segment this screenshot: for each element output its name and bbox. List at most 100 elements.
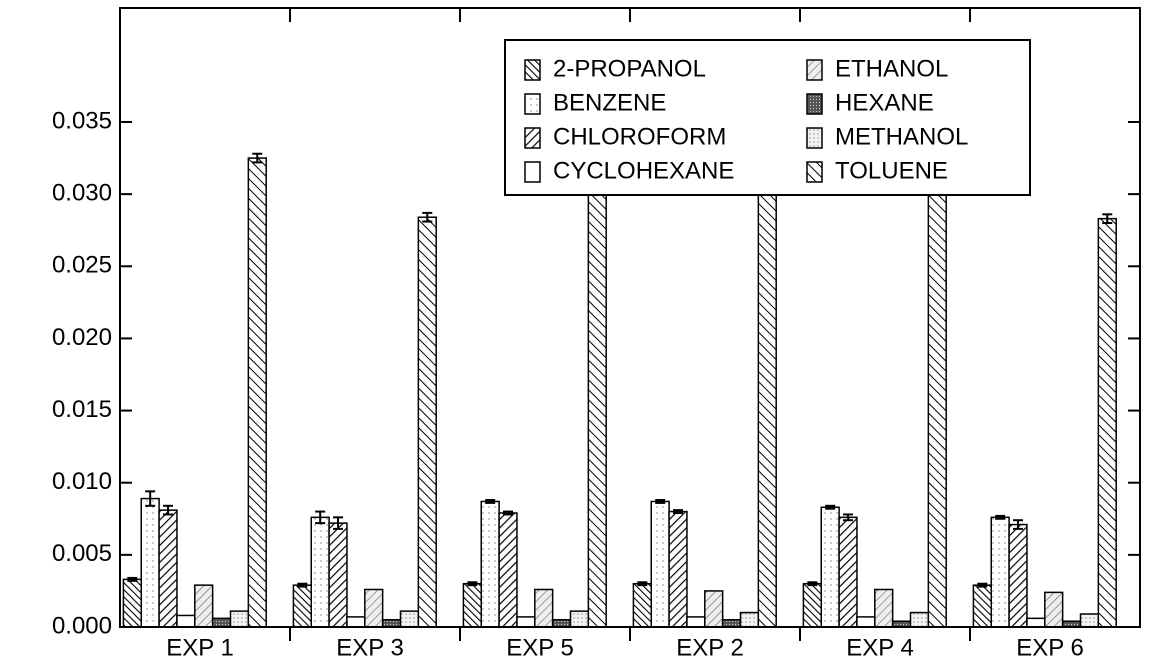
bar xyxy=(346,616,366,628)
error-bar xyxy=(673,509,684,515)
legend-swatch xyxy=(806,93,823,115)
bar xyxy=(122,578,143,628)
x-tick-label: EXP 6 xyxy=(1016,634,1084,661)
error-bar xyxy=(163,504,174,516)
bar xyxy=(632,582,653,628)
legend-label: ETHANOL xyxy=(835,55,948,82)
bar xyxy=(856,616,876,628)
bar xyxy=(686,616,706,628)
bar xyxy=(551,619,572,628)
error-bar xyxy=(127,576,138,582)
bar xyxy=(534,588,554,628)
bar xyxy=(158,509,178,628)
bar xyxy=(1026,617,1046,628)
error-bar xyxy=(995,514,1006,520)
y-tick-label: 0.000 xyxy=(52,612,112,639)
y-tick-label: 0.015 xyxy=(52,396,112,423)
bar xyxy=(328,522,348,628)
bar xyxy=(1079,613,1100,628)
bar xyxy=(292,584,312,628)
legend-swatch xyxy=(524,161,541,183)
bar xyxy=(381,619,402,628)
bar xyxy=(838,516,858,628)
legend-label: CYCLOHEXANE xyxy=(553,157,734,184)
error-bar xyxy=(637,581,648,587)
y-tick-label: 0.030 xyxy=(52,179,112,206)
bar xyxy=(704,590,724,628)
bar xyxy=(498,512,518,628)
error-bar xyxy=(807,581,818,587)
y-tick-label: 0.005 xyxy=(52,540,112,567)
bar xyxy=(194,584,214,628)
error-bar xyxy=(145,490,156,507)
x-tick-label: EXP 5 xyxy=(506,634,574,661)
legend-label: CHLOROFORM xyxy=(553,123,726,150)
bar xyxy=(927,184,947,628)
legend-swatch xyxy=(806,161,823,183)
legend-swatch xyxy=(524,59,541,81)
error-bar xyxy=(1102,213,1113,224)
error-bar xyxy=(1013,519,1024,530)
bar xyxy=(668,510,688,628)
error-bar xyxy=(503,510,514,516)
legend-label: METHANOL xyxy=(835,123,968,150)
bar xyxy=(176,614,196,628)
bar xyxy=(399,610,420,628)
x-tick-label: EXP 4 xyxy=(846,634,914,661)
bar xyxy=(650,500,670,628)
y-tick-label: 0.035 xyxy=(52,107,112,134)
bar xyxy=(739,611,760,628)
legend-swatch xyxy=(806,59,823,81)
bar xyxy=(229,610,250,628)
error-bar xyxy=(333,516,344,530)
legend-swatch xyxy=(524,93,541,115)
bar xyxy=(140,497,160,628)
error-bar xyxy=(825,504,836,510)
bar xyxy=(569,610,590,628)
bar xyxy=(909,611,930,628)
bar xyxy=(1044,591,1064,628)
bar xyxy=(721,619,742,628)
bar xyxy=(310,516,330,628)
error-bar xyxy=(977,582,988,588)
bar xyxy=(802,582,823,628)
bar xyxy=(757,165,777,628)
error-bar xyxy=(467,581,478,587)
bar xyxy=(990,516,1010,628)
bar xyxy=(417,216,437,628)
x-tick-label: EXP 2 xyxy=(676,634,744,661)
bar xyxy=(211,617,232,628)
legend-swatch xyxy=(524,127,541,149)
bar xyxy=(587,173,607,628)
plot-frame xyxy=(119,7,1141,628)
error-bar xyxy=(315,510,326,525)
bar xyxy=(462,582,482,628)
error-bar xyxy=(843,513,854,522)
legend-swatch xyxy=(806,127,823,149)
error-bar xyxy=(655,499,666,504)
y-tick-label: 0.025 xyxy=(52,252,112,279)
bar xyxy=(1008,523,1028,628)
bar xyxy=(1097,217,1117,628)
y-tick-label: 0.020 xyxy=(52,324,112,351)
legend-box xyxy=(504,39,1031,196)
bar xyxy=(247,157,267,628)
error-bar xyxy=(297,582,308,588)
error-bar xyxy=(485,499,496,504)
x-tick-label: EXP 3 xyxy=(336,634,404,661)
legend-label: 2-PROPANOL xyxy=(553,55,706,82)
bar xyxy=(874,588,894,628)
bar xyxy=(480,500,500,628)
legend-label: TOLUENE xyxy=(835,157,948,184)
legend-label: HEXANE xyxy=(835,89,934,116)
x-tick-label: EXP 1 xyxy=(166,634,234,661)
error-bar xyxy=(422,211,433,223)
bar xyxy=(516,616,536,628)
bar xyxy=(972,584,993,628)
bar xyxy=(820,506,840,628)
bar xyxy=(364,588,384,628)
legend-label: BENZENE xyxy=(553,89,666,116)
error-bar xyxy=(252,152,263,164)
y-tick-label: 0.010 xyxy=(52,468,112,495)
